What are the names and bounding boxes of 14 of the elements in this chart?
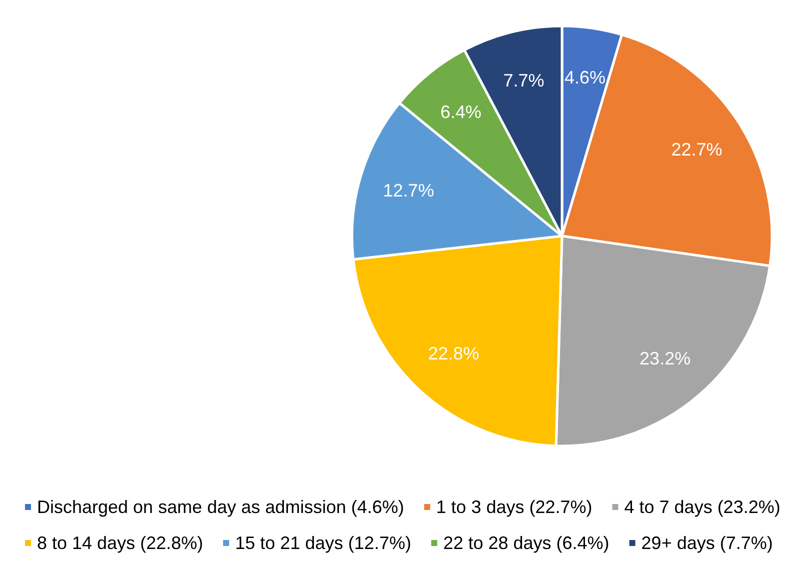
legend-label: 29+ days (7.7%): [641, 533, 773, 553]
legend-label: 15 to 21 days (12.7%): [235, 533, 412, 553]
data-label: 4.6%: [564, 68, 606, 88]
legend-label: 4 to 7 days (23.2%): [624, 497, 780, 517]
data-label: 22.8%: [428, 344, 480, 364]
legend-label: 8 to 14 days (22.8%): [37, 533, 204, 553]
data-label: 12.7%: [383, 180, 434, 201]
data-label: 7.7%: [503, 70, 544, 91]
data-label: 6.4%: [440, 102, 482, 122]
legend-label: 1 to 3 days (22.7%): [436, 497, 592, 517]
legend-label: Discharged on same day as admission (4.6%): [37, 497, 404, 517]
data-label: 22.7%: [671, 140, 722, 160]
data-label: 23.2%: [640, 348, 691, 368]
legend-label: 22 to 28 days (6.4%): [443, 533, 610, 553]
